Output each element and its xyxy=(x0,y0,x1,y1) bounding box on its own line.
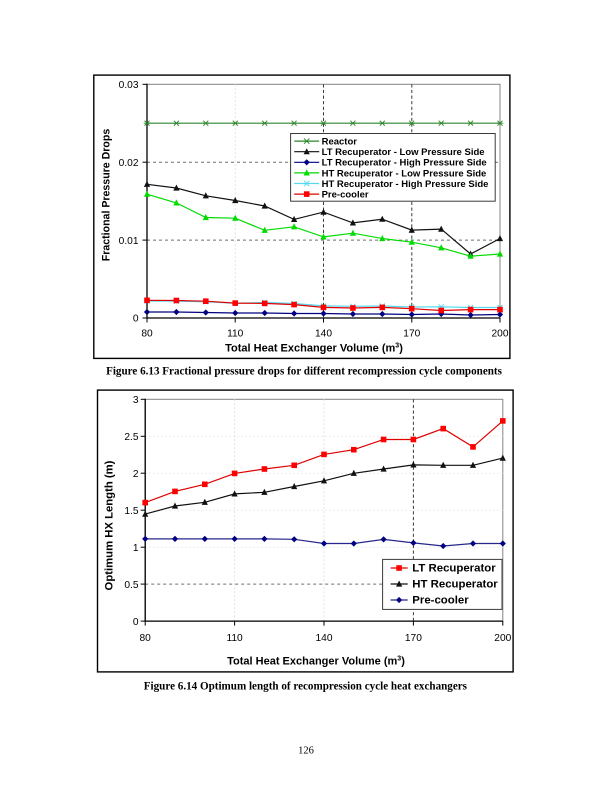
svg-text:110: 110 xyxy=(226,633,243,644)
svg-text:1.5: 1.5 xyxy=(124,506,138,517)
svg-text:170: 170 xyxy=(403,328,420,339)
svg-text:80: 80 xyxy=(141,328,153,339)
svg-text:200: 200 xyxy=(492,328,509,339)
svg-text:2.5: 2.5 xyxy=(124,432,138,443)
svg-text:0.03: 0.03 xyxy=(119,80,139,91)
svg-text:HT Recuperator - Low Pressure: HT Recuperator - Low Pressure Side xyxy=(322,168,487,179)
svg-text:170: 170 xyxy=(405,633,422,644)
svg-text:Reactor: Reactor xyxy=(322,137,358,148)
svg-text:0.5: 0.5 xyxy=(124,580,138,591)
svg-text:Fractional Pressure Drops: Fractional Pressure Drops xyxy=(101,129,113,262)
svg-text:LT Recuperator: LT Recuperator xyxy=(412,563,496,575)
svg-text:140: 140 xyxy=(315,328,332,339)
svg-text:LT Recuperator - Low Pressure: LT Recuperator - Low Pressure Side xyxy=(322,147,485,158)
svg-text:0.02: 0.02 xyxy=(119,158,139,169)
svg-text:Total Heat Exchanger Volume (m: Total Heat Exchanger Volume (m3) xyxy=(225,343,403,355)
svg-text:HT Recuperator - High Pressure: HT Recuperator - High Pressure Side xyxy=(322,179,489,190)
svg-text:LT Recuperator - High Pressure: LT Recuperator - High Pressure Side xyxy=(322,158,487,169)
svg-text:Pre-cooler: Pre-cooler xyxy=(412,595,469,607)
svg-text:Optimum HX Length (m): Optimum HX Length (m) xyxy=(104,460,116,590)
svg-text:0: 0 xyxy=(133,314,139,325)
svg-text:Figure 6.14 Optimum length of: Figure 6.14 Optimum length of recompress… xyxy=(144,681,468,693)
svg-text:0: 0 xyxy=(133,617,139,628)
svg-text:Pre-cooler: Pre-cooler xyxy=(322,190,369,201)
svg-text:0.01: 0.01 xyxy=(119,236,139,247)
svg-text:3: 3 xyxy=(133,395,139,406)
svg-text:110: 110 xyxy=(227,328,244,339)
svg-text:Total Heat Exchanger Volume (m: Total Heat Exchanger Volume (m3) xyxy=(227,656,405,668)
svg-text:HT Recuperator: HT Recuperator xyxy=(412,579,498,591)
svg-text:200: 200 xyxy=(494,633,511,644)
svg-text:Figure 6.13 Fractional pressur: Figure 6.13 Fractional pressure drops fo… xyxy=(106,366,503,378)
svg-text:140: 140 xyxy=(316,633,333,644)
svg-text:126: 126 xyxy=(298,746,314,757)
svg-text:1: 1 xyxy=(133,543,139,554)
svg-text:2: 2 xyxy=(133,469,139,480)
svg-text:80: 80 xyxy=(140,633,152,644)
